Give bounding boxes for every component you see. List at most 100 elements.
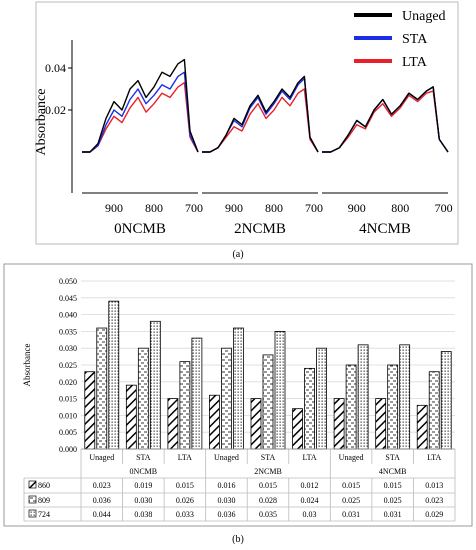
legend-swatch-809 (28, 495, 37, 504)
data-label: 0.030 (217, 496, 235, 505)
data-label: 0.036 (217, 510, 235, 519)
bar-809 (262, 354, 274, 450)
bar-724 (357, 344, 369, 450)
data-label: 0.030 (134, 496, 152, 505)
bar-809 (304, 367, 315, 450)
legend-label-724: 724 (38, 510, 50, 519)
y-tick-label: 0.035 (59, 327, 77, 336)
y-tick-label: 0.030 (59, 344, 77, 353)
y-tick-label: 0.015 (59, 395, 77, 404)
y-tick-label: 0.04 (45, 61, 66, 75)
bar-860 (250, 398, 262, 450)
data-label: 0.029 (425, 510, 443, 519)
spectrum-panel-2ncmb: 900 800 700 2NCMB (202, 75, 323, 237)
x-tick-label: 800 (391, 201, 409, 215)
series-line-lta (322, 90, 449, 153)
series-line-sta (322, 86, 449, 153)
bar-860 (333, 398, 345, 450)
bar-860 (209, 394, 220, 450)
data-label: 0.028 (259, 496, 277, 505)
bar-860 (416, 404, 428, 450)
data-label: 0.036 (93, 496, 111, 505)
y-axis-title: Absorbance (22, 344, 32, 387)
data-label: 0.035 (259, 510, 277, 519)
category-label: LTA (178, 453, 192, 462)
spectrum-panel-0ncmb: 900 800 700 0NCMB (82, 58, 203, 237)
legend-label-809: 809 (38, 496, 50, 505)
data-label: 0.025 (384, 496, 402, 505)
series-line-unaged (202, 75, 319, 153)
data-label: 0.015 (342, 481, 360, 490)
category-label: LTA (302, 453, 316, 462)
y-tick-label: 0.005 (59, 428, 77, 437)
bar-809 (345, 364, 357, 450)
category-label: Unaged (214, 453, 239, 462)
data-label: 0.012 (301, 481, 319, 490)
y-axis-title: Absorbance (34, 89, 49, 156)
y-tick-label: 0.02 (45, 103, 66, 117)
series-line-unaged (82, 58, 199, 153)
series-line-unaged (322, 86, 449, 153)
x-tick-label: 900 (105, 201, 123, 215)
x-tick-label: 700 (435, 201, 453, 215)
y-tick-label: 0.010 (59, 411, 77, 420)
legend-swatch-860 (28, 480, 37, 489)
x-tick-label: 800 (265, 201, 283, 215)
category-label: LTA (427, 453, 441, 462)
data-label: 0.026 (176, 496, 194, 505)
bar-724 (191, 337, 203, 450)
bar-809 (428, 371, 440, 450)
legend-swatch-724 (28, 509, 37, 518)
y-tick-label: 0.000 (59, 445, 77, 454)
x-tick-label: 700 (185, 201, 203, 215)
data-label: 0.024 (301, 496, 319, 505)
panel-label: 4NCMB (359, 221, 411, 237)
legend-label-unaged: Unaged (402, 9, 446, 24)
data-label: 0.031 (342, 510, 360, 519)
x-tick-label: 800 (145, 201, 163, 215)
figure-frame (35, 1, 459, 245)
bar-724 (399, 344, 411, 450)
data-label: 0.025 (342, 496, 360, 505)
data-label: 0.023 (425, 496, 443, 505)
category-label: STA (136, 453, 151, 462)
spectra-chart: 0.02 0.04 Absorbance 900 800 700 0NCMB 900 800 70… (34, 1, 459, 245)
bar-860 (167, 398, 179, 450)
group-label: 4NCMB (379, 467, 407, 476)
y-tick-label: 0.040 (59, 311, 77, 320)
data-label: 0.038 (134, 510, 152, 519)
bar-724 (233, 327, 244, 450)
spectrum-panel-4ncmb: 900 800 700 4NCMB (322, 86, 453, 237)
data-label: 0.03 (303, 510, 317, 519)
data-label: 0.031 (384, 510, 402, 519)
data-label: 0.016 (217, 481, 235, 490)
data-label: 0.033 (176, 510, 194, 519)
caption-b: (b) (232, 534, 244, 545)
y-tick-label: 0.045 (59, 294, 77, 303)
series-line-sta (202, 77, 319, 153)
group-label: 0NCMB (130, 467, 158, 476)
bar-809 (387, 364, 399, 450)
series-line-sta (82, 71, 199, 153)
bar-860 (84, 371, 96, 450)
legend-label-sta: STA (402, 32, 428, 47)
data-label: 0.044 (93, 510, 111, 519)
category-label: Unaged (89, 453, 114, 462)
panel-label: 2NCMB (234, 221, 286, 237)
group-label: 2NCMB (254, 467, 282, 476)
data-label: 0.023 (93, 481, 111, 490)
data-label: 0.015 (259, 481, 277, 490)
bar-724 (440, 351, 452, 450)
category-label: STA (385, 453, 400, 462)
panel-label: 0NCMB (114, 221, 166, 237)
bar-860 (375, 398, 387, 450)
bar-chart: 0.000 0.005 0.010 0.015 0.020 0.025 0.030 0.035… (3, 263, 473, 527)
bar-809 (179, 361, 191, 450)
y-tick-label: 0.050 (59, 277, 77, 286)
legend-label-860: 860 (38, 481, 50, 490)
y-tick-label: 0.020 (59, 378, 77, 387)
bar-724 (316, 347, 327, 450)
bar-809 (137, 347, 149, 450)
bar-809 (96, 327, 108, 450)
bar-724 (108, 300, 120, 450)
